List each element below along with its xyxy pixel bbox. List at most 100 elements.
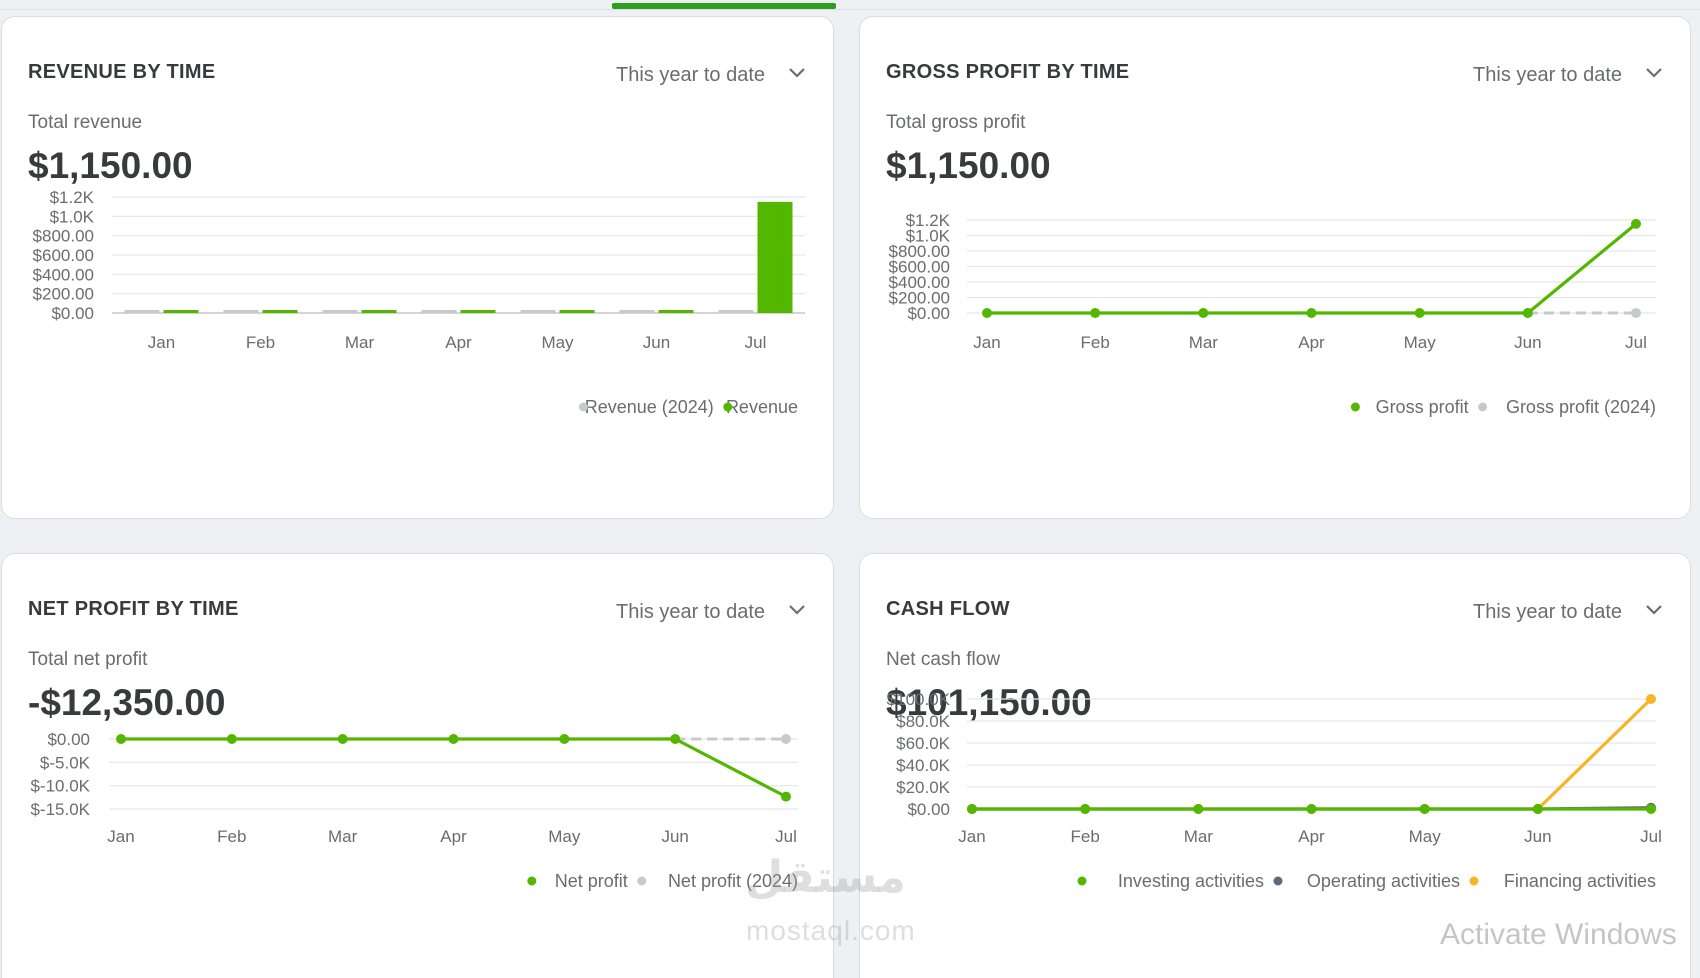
y-tick-label: $800.00 (889, 242, 950, 261)
card-amount: $1,150.00 (28, 145, 193, 186)
chevron-down-icon[interactable] (1645, 604, 1663, 616)
y-tick-label: $200.00 (33, 285, 94, 304)
x-tick-label: Jan (107, 827, 134, 846)
legend-dot (527, 876, 537, 886)
data-point (781, 734, 791, 744)
x-tick-label: May (548, 827, 581, 846)
data-point (967, 804, 977, 814)
y-tick-label: $60.0K (896, 734, 951, 753)
x-tick-label: Feb (1071, 827, 1100, 846)
x-tick-label: Jan (958, 827, 985, 846)
legend-label: Gross profit (1376, 397, 1469, 417)
card-title: REVENUE BY TIME (28, 61, 216, 83)
card-amount: -$12,350.00 (28, 682, 226, 723)
y-tick-label: $100.0K (887, 690, 951, 709)
legend-dot (1469, 876, 1479, 886)
x-tick-label: Apr (445, 333, 472, 352)
x-tick-label: Jul (745, 333, 767, 352)
data-point (226, 734, 237, 744)
bar (658, 310, 694, 313)
y-tick-label: $0.00 (51, 304, 94, 323)
y-tick-label: $1.2K (906, 211, 951, 230)
data-point (337, 734, 348, 744)
net-profit-card: NET PROFIT BY TIME This year to date Tot… (1, 553, 834, 978)
x-tick-label: Mar (1184, 827, 1214, 846)
series-line (1536, 697, 1653, 811)
legend-dot (578, 402, 588, 412)
data-point (1306, 804, 1317, 814)
data-point (116, 734, 126, 744)
x-tick-label: Jul (1625, 333, 1647, 352)
bar (163, 310, 199, 313)
x-tick-label: Jan (973, 333, 1000, 352)
card-subtitle: Total gross profit (886, 112, 1026, 133)
y-tick-label: $40.0K (896, 756, 951, 775)
x-tick-label: Mar (1189, 333, 1219, 352)
card-subtitle: Total revenue (28, 112, 143, 133)
y-tick-label: $600.00 (889, 258, 950, 277)
bar (361, 310, 397, 313)
bar (757, 201, 793, 313)
card-title: CASH FLOW (886, 598, 1010, 620)
revenue-chart: $0.00$200.00$400.00$600.00$800.00$1.0K$1… (33, 188, 805, 417)
chevron-down-icon[interactable] (1645, 67, 1663, 79)
data-point (781, 791, 791, 802)
y-tick-label: $1.0K (906, 227, 951, 246)
y-tick-label: $200.00 (889, 289, 950, 308)
x-tick-label: Feb (246, 333, 275, 352)
x-tick-label: May (1404, 333, 1437, 352)
y-tick-label: $0.00 (907, 800, 950, 819)
active-tab-indicator[interactable] (612, 3, 836, 9)
x-tick-label: Feb (1081, 333, 1110, 352)
x-tick-label: Apr (440, 827, 467, 846)
y-tick-label: $20.0K (896, 778, 951, 797)
watermark-site: mostaql.com (746, 915, 916, 946)
data-point (670, 734, 681, 744)
data-point (448, 734, 459, 744)
data-point (1631, 308, 1641, 318)
period-dropdown[interactable]: This year to date (616, 64, 765, 86)
x-tick-label: Jun (1524, 827, 1551, 846)
x-tick-label: Mar (328, 827, 358, 846)
y-tick-label: $0.00 (907, 304, 950, 323)
legend-label: Revenue (726, 397, 798, 417)
data-point (1080, 804, 1091, 814)
y-tick-label: $-15.0K (30, 800, 90, 819)
period-dropdown[interactable]: This year to date (1473, 64, 1622, 86)
period-dropdown[interactable]: This year to date (1473, 601, 1622, 623)
legend-label: Revenue (2024) (585, 397, 714, 417)
data-point (1306, 308, 1317, 318)
x-tick-label: Feb (217, 827, 246, 846)
chevron-down-icon[interactable] (788, 604, 806, 616)
series-line (987, 222, 1638, 315)
series-line (121, 737, 787, 799)
y-tick-label: $-10.0K (30, 777, 90, 796)
bar (520, 310, 556, 313)
data-point (1646, 694, 1656, 704)
data-point (982, 308, 992, 318)
period-dropdown[interactable]: This year to date (616, 601, 765, 623)
bar (559, 310, 595, 313)
data-point (1090, 308, 1101, 318)
bar (223, 310, 259, 313)
x-tick-label: May (1409, 827, 1442, 846)
y-tick-label: $600.00 (33, 246, 94, 265)
bar (460, 310, 496, 313)
chevron-down-icon[interactable] (788, 67, 806, 79)
gross-profit-card: GROSS PROFIT BY TIME This year to date T… (859, 16, 1691, 519)
tab-strip-divider (0, 9, 1700, 10)
x-tick-label: Jun (661, 827, 688, 846)
x-tick-label: Apr (1298, 333, 1325, 352)
data-point (1532, 804, 1543, 814)
gross-profit-chart: $0.00$200.00$400.00$600.00$800.00$1.0K$1… (889, 211, 1656, 417)
data-point (1646, 804, 1656, 814)
y-tick-label: $0.00 (47, 730, 90, 749)
legend-label: Investing activities (1118, 871, 1264, 891)
y-tick-label: $400.00 (33, 265, 94, 284)
card-title: GROSS PROFIT BY TIME (886, 61, 1130, 83)
x-tick-label: May (541, 333, 574, 352)
activate-windows-notice: Activate Windows (1440, 918, 1677, 951)
revenue-card: REVENUE BY TIME This year to date Total … (1, 16, 834, 519)
data-point (1198, 308, 1209, 318)
legend-label: Financing activities (1504, 871, 1656, 891)
